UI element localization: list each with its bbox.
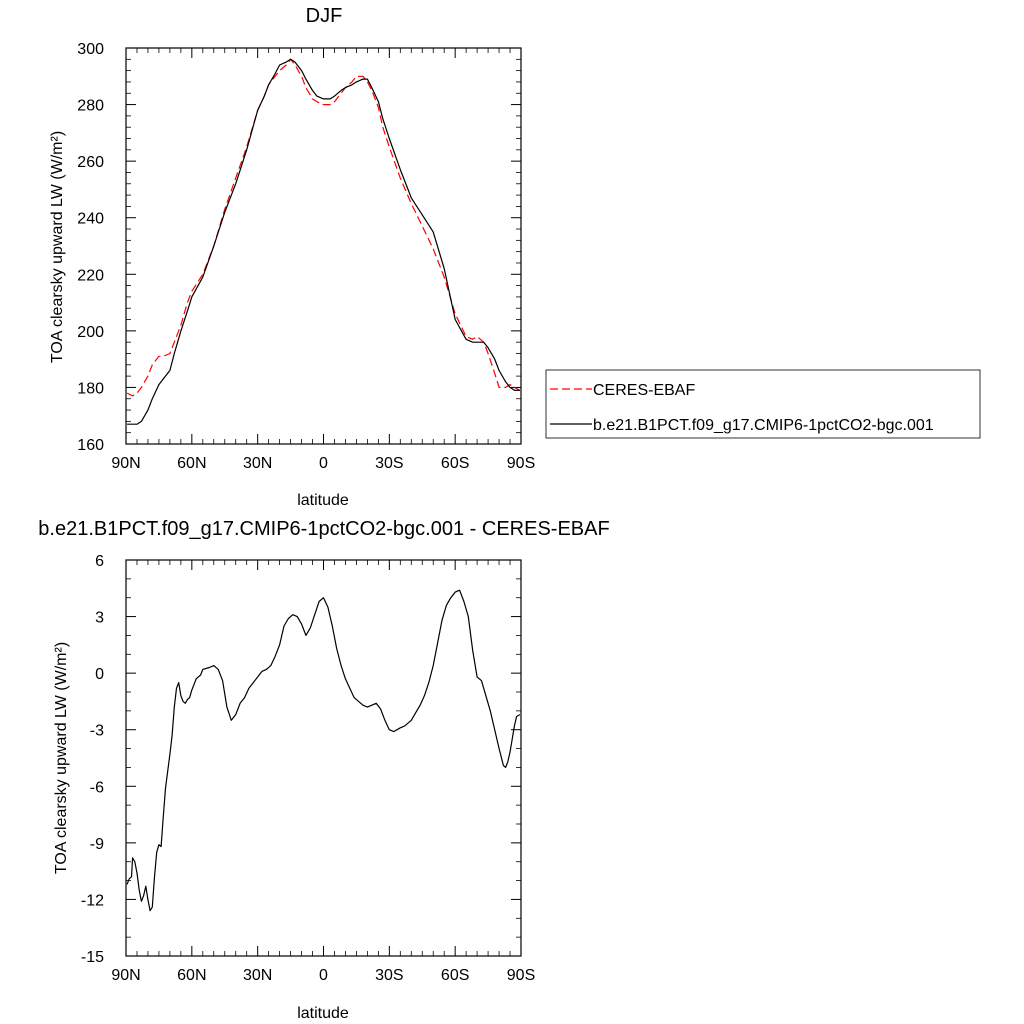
bottom-panel: b.e21.B1PCT.f09_g17.CMIP6-1pctCO2-bgc.00… <box>38 518 609 1022</box>
bottom-chart-title: b.e21.B1PCT.f09_g17.CMIP6-1pctCO2-bgc.00… <box>38 518 609 540</box>
top-y-tick-label: 200 <box>77 324 104 341</box>
top-plot-area: 90N 60N 30N 0 30S 60S 90S 160 180 200 220 240 260 280… <box>77 41 535 472</box>
top-x-axis-title: latitude <box>297 492 349 509</box>
top-y-tick-label: 300 <box>77 41 104 58</box>
top-series-ceres-ebaf-line <box>126 58 521 397</box>
top-chart-title: DJF <box>306 5 343 27</box>
bottom-y-tick-label: 0 <box>95 666 104 683</box>
bottom-x-tick-label: 30S <box>375 967 403 984</box>
bottom-y-tick-label: 3 <box>95 610 104 627</box>
legend-box <box>545 369 981 439</box>
top-x-tick-label: 0 <box>319 455 328 472</box>
top-x-tick-label: 30N <box>243 455 272 472</box>
top-plot-frame <box>125 47 522 445</box>
bottom-x-tick-label: 0 <box>319 967 328 984</box>
bottom-plot-area: 90N 60N 30N 0 30S 60S 90S -15 -12 -9 -6 -3 0 3 6 <box>81 553 535 984</box>
bottom-x-tick-label: 90S <box>507 967 535 984</box>
bottom-x-axis-title: latitude <box>297 1005 349 1022</box>
top-x-tick-label: 60S <box>441 455 469 472</box>
bottom-y-tick-label: 6 <box>95 553 104 570</box>
top-x-tick-label: 90S <box>507 455 535 472</box>
top-x-tick-label: 60N <box>177 455 206 472</box>
legend-label-model: b.e21.B1PCT.f09_g17.CMIP6-1pctCO2-bgc.00… <box>593 417 934 434</box>
top-y-tick-label: 220 <box>77 267 104 284</box>
bottom-y-axis-title: TOA clearsky upward LW (W/m²) <box>53 642 70 874</box>
bottom-x-tick-label: 60S <box>441 967 469 984</box>
bottom-x-tick-label: 60N <box>177 967 206 984</box>
bottom-y-tick-label: -3 <box>90 723 104 740</box>
bottom-y-tick-label: -9 <box>90 836 104 853</box>
bottom-y-tick-label: -6 <box>90 779 104 796</box>
top-y-axis-title: TOA clearsky upward LW (W/m²) <box>49 131 66 363</box>
top-series-b-e21-b1pct-f09-g17-cmip6-1pctco2-bgc-001-line <box>127 58 520 425</box>
top-y-tick-label: 260 <box>77 154 104 171</box>
bottom-y-tick-label: -15 <box>81 949 104 966</box>
bottom-x-tick-label: 90N <box>111 967 140 984</box>
top-x-tick-label: 90N <box>111 455 140 472</box>
bottom-x-tick-label: 30N <box>243 967 272 984</box>
bottom-series-difference-line <box>126 589 521 912</box>
top-panel: DJF 90N 60N 30N 0 30S 60S 90S 160 180 200 220 240 26… <box>49 5 981 509</box>
bottom-plot-frame <box>125 559 522 957</box>
top-y-tick-label: 180 <box>77 380 104 397</box>
legend: CERES-EBAF b.e21.B1PCT.f09_g17.CMIP6-1pc… <box>545 369 981 439</box>
top-y-tick-label: 240 <box>77 211 104 228</box>
top-y-tick-label: 280 <box>77 98 104 115</box>
top-x-tick-label: 30S <box>375 455 403 472</box>
top-y-tick-label: 160 <box>77 437 104 454</box>
legend-label-ceres: CERES-EBAF <box>593 382 695 399</box>
bottom-y-tick-label: -12 <box>81 892 104 909</box>
